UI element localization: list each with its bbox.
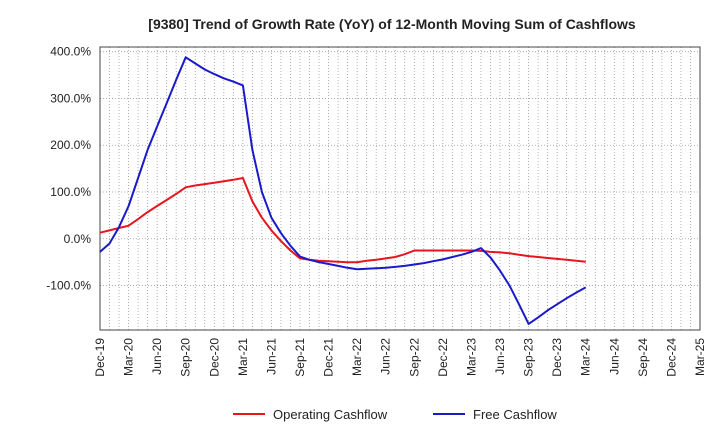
y-tick-label: 100.0% bbox=[50, 185, 91, 199]
x-tick-label: Sep-20 bbox=[179, 338, 193, 377]
x-tick-label: Mar-21 bbox=[236, 338, 250, 376]
x-tick-label: Dec-24 bbox=[664, 338, 678, 377]
x-tick-label: Jun-22 bbox=[379, 338, 393, 375]
y-tick-label: 200.0% bbox=[50, 138, 91, 152]
axes: 400.0% 300.0% 200.0% 100.0% 0.0% -100.0% Dec-1… bbox=[46, 45, 707, 377]
x-tick-label: Dec-22 bbox=[436, 338, 450, 377]
x-tick-label: Dec-21 bbox=[322, 338, 336, 377]
plot-frame bbox=[99, 46, 701, 331]
x-tick-label: Mar-22 bbox=[350, 338, 364, 376]
x-tick-label: Dec-20 bbox=[207, 338, 221, 377]
x-tick-label: Mar-23 bbox=[464, 338, 478, 376]
y-tick-label: 0.0% bbox=[64, 232, 92, 246]
y-tick-label: -100.0% bbox=[46, 279, 91, 293]
series-lines bbox=[99, 56, 587, 325]
y-tick-label: 300.0% bbox=[50, 91, 91, 105]
y-tick-label: 400.0% bbox=[50, 45, 91, 59]
x-tick-label: Sep-24 bbox=[636, 338, 650, 377]
x-tick-label: Mar-25 bbox=[693, 338, 707, 376]
x-tick-label: Mar-24 bbox=[579, 338, 593, 376]
x-tick-label: Mar-20 bbox=[122, 338, 136, 376]
chart-title: [9380] Trend of Growth Rate (YoY) of 12-… bbox=[148, 16, 636, 32]
x-tick-label: Jun-21 bbox=[264, 338, 278, 375]
legend: Operating Cashflow Free Cashflow bbox=[233, 407, 557, 422]
x-tick-label: Sep-23 bbox=[522, 338, 536, 377]
gridlines bbox=[100, 47, 700, 330]
x-tick-label: Jun-20 bbox=[150, 338, 164, 375]
free-cashflow-legend-label: Free Cashflow bbox=[473, 407, 557, 422]
x-tick-label: Sep-22 bbox=[407, 338, 421, 377]
x-tick-label: Jun-24 bbox=[607, 338, 621, 375]
free-cashflow-line bbox=[99, 56, 587, 325]
x-tick-label: Sep-21 bbox=[293, 338, 307, 377]
x-tick-label: Dec-19 bbox=[93, 338, 107, 377]
x-tick-label: Dec-23 bbox=[550, 338, 564, 377]
operating-cashflow-line bbox=[99, 177, 586, 264]
operating-cashflow-legend-label: Operating Cashflow bbox=[273, 407, 388, 422]
x-tick-label: Jun-23 bbox=[493, 338, 507, 375]
